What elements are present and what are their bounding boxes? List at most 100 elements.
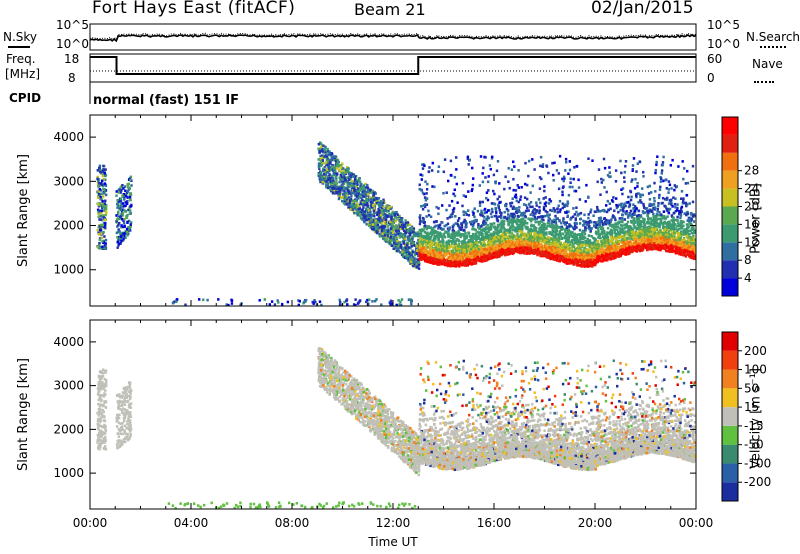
power-cell xyxy=(359,189,362,192)
power-cell xyxy=(335,182,338,185)
power-cell xyxy=(376,218,379,221)
power-cell xyxy=(581,241,585,244)
power-cell xyxy=(121,212,125,215)
power-cell xyxy=(115,194,118,197)
power-cell xyxy=(550,257,553,260)
power-cell xyxy=(122,232,125,236)
power-cell xyxy=(376,210,380,214)
power-cell xyxy=(96,177,99,181)
power-cell xyxy=(318,177,322,181)
power-cell xyxy=(563,245,566,248)
power-cell xyxy=(126,190,130,193)
power-cell xyxy=(344,171,347,175)
power-cell xyxy=(362,185,365,189)
power-cell xyxy=(420,205,423,208)
power-cell xyxy=(339,173,342,177)
power-cell xyxy=(373,230,377,234)
power-cell xyxy=(127,182,130,186)
power-cell xyxy=(615,206,619,210)
power-cell xyxy=(405,252,408,255)
power-cell xyxy=(335,185,338,189)
power-cell xyxy=(347,176,351,179)
power-cell xyxy=(102,214,105,217)
power-cell xyxy=(398,220,401,224)
power-cell xyxy=(334,159,338,163)
power-cell xyxy=(396,247,400,250)
power-cell xyxy=(404,246,408,250)
power-cell xyxy=(624,242,628,246)
power-cell xyxy=(119,186,122,190)
power-cell xyxy=(491,210,494,214)
power-cell xyxy=(102,178,105,181)
power-cell xyxy=(672,228,676,231)
power-cell xyxy=(590,235,593,238)
power-cell xyxy=(126,196,129,199)
power-cell xyxy=(337,187,340,190)
power-cell xyxy=(122,238,125,241)
power-cell xyxy=(402,246,405,250)
power-cell xyxy=(578,222,582,225)
power-cell xyxy=(554,220,558,224)
power-cell xyxy=(401,232,404,236)
power-cell xyxy=(326,147,329,151)
power-cell xyxy=(585,223,589,227)
power-cell xyxy=(415,243,418,247)
power-cell xyxy=(356,210,359,214)
power-cell xyxy=(99,228,102,232)
power-cell xyxy=(509,204,513,208)
power-cell xyxy=(391,222,394,226)
power-cell xyxy=(467,243,470,247)
power-cell xyxy=(393,232,396,236)
power-cell xyxy=(389,206,393,209)
power-cell xyxy=(102,209,105,212)
power-cell xyxy=(103,225,106,229)
power-cell xyxy=(496,234,499,237)
power-cell xyxy=(573,213,576,216)
power-cell xyxy=(691,248,695,251)
power-cell xyxy=(322,169,325,173)
power-cell xyxy=(450,242,454,246)
power-cell xyxy=(635,232,638,235)
power-cell xyxy=(321,160,325,164)
power-cell xyxy=(412,230,415,234)
power-cell xyxy=(690,211,693,215)
power-cell xyxy=(595,221,598,224)
power-cell xyxy=(361,193,364,197)
power-cell xyxy=(124,189,127,193)
power-cell xyxy=(104,238,108,242)
power-cell xyxy=(373,198,376,202)
power-cell xyxy=(382,201,385,204)
power-cell xyxy=(390,217,393,221)
power-cell xyxy=(492,225,495,229)
power-cell xyxy=(320,179,323,182)
power-cell xyxy=(121,205,124,208)
power-cell xyxy=(518,206,521,209)
nave-legend-line xyxy=(754,81,774,83)
power-cell xyxy=(98,241,101,245)
power-cell xyxy=(395,236,398,239)
power-cell xyxy=(350,172,353,176)
power-cell xyxy=(411,250,415,254)
power-cell xyxy=(399,232,402,235)
power-cell xyxy=(401,221,404,225)
power-cell xyxy=(475,219,478,222)
power-cell xyxy=(588,225,591,228)
power-cell xyxy=(116,218,119,221)
power-cell xyxy=(363,220,366,224)
power-cell xyxy=(620,234,623,238)
power-cell xyxy=(443,235,447,239)
power-cell xyxy=(555,242,559,246)
power-cell xyxy=(329,158,333,162)
power-cell xyxy=(548,213,551,217)
power-cell xyxy=(127,232,130,235)
power-cell xyxy=(337,192,340,196)
power-cell xyxy=(323,176,326,179)
power-cell xyxy=(120,213,124,216)
power-cell xyxy=(328,178,331,181)
power-cell xyxy=(383,234,387,237)
power-cell xyxy=(356,183,359,186)
power-cell xyxy=(396,230,399,234)
power-cell xyxy=(104,247,107,250)
power-cell xyxy=(387,209,390,213)
power-cell xyxy=(350,208,353,211)
